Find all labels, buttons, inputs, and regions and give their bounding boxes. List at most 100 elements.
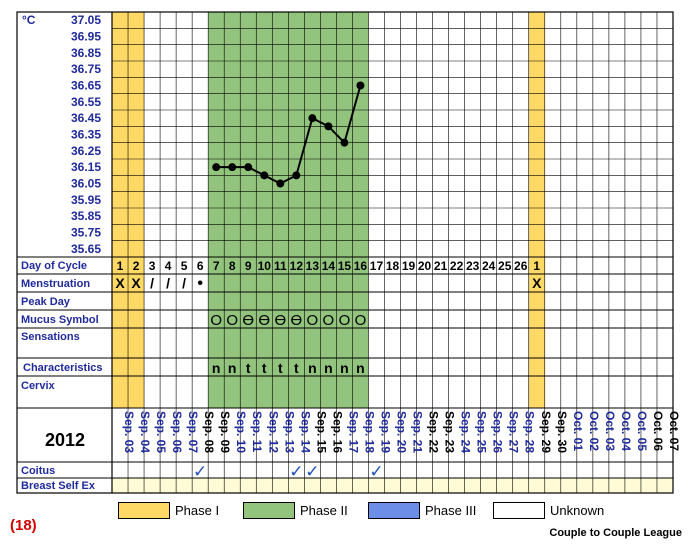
date-label: Sep. 07	[186, 411, 200, 453]
temperature-point	[340, 138, 349, 147]
day-of-cycle-cell: 23	[466, 259, 480, 273]
day-of-cycle-cell: 12	[290, 259, 304, 273]
day-of-cycle-cell: 17	[370, 259, 384, 273]
day-of-cycle-cell: 7	[213, 259, 220, 273]
day-of-cycle-cell: 5	[181, 259, 188, 273]
legend-label-unknown: Unknown	[550, 503, 605, 518]
temperature-point	[244, 163, 253, 172]
day-of-cycle-cell: 13	[306, 259, 320, 273]
mucus-symbol: O	[210, 312, 222, 329]
date-label: Sep. 20	[395, 411, 409, 453]
date-label: Sep. 21	[411, 411, 425, 453]
y-tick-label: 36.35	[71, 128, 101, 142]
legend-label-phase-2: Phase II	[300, 503, 348, 518]
menstruation-mark: X	[131, 275, 141, 291]
characteristic-mark: t	[246, 360, 251, 376]
characteristic-mark: n	[324, 360, 333, 376]
characteristic-mark: n	[308, 360, 317, 376]
temperature-point	[324, 122, 333, 131]
date-label: Sep. 22	[427, 411, 441, 453]
day-of-cycle-cell: 18	[386, 259, 400, 273]
row-label-characteristics: Characteristics	[23, 362, 103, 374]
date-label: Sep. 30	[555, 411, 569, 453]
y-tick-label: 36.25	[71, 144, 101, 158]
row-label-peak-day: Peak Day	[21, 296, 71, 308]
menstruation-mark: /	[150, 275, 154, 291]
day-of-cycle-cell: 4	[165, 259, 172, 273]
y-tick-label: 35.65	[71, 242, 101, 256]
characteristic-mark: n	[212, 360, 221, 376]
temperature-point	[276, 179, 285, 188]
day-of-cycle-cell: 22	[450, 259, 464, 273]
y-tick-label: 36.15	[71, 160, 101, 174]
day-of-cycle-cell: 3	[149, 259, 156, 273]
temperature-point	[260, 171, 269, 180]
y-tick-label: 35.85	[71, 209, 101, 223]
day-of-cycle-cell: 14	[322, 259, 336, 273]
day-of-cycle-cell: 16	[354, 259, 368, 273]
brand-footer: Couple to Couple League	[549, 527, 682, 539]
mucus-symbol: O	[307, 312, 319, 329]
phase-shading-3	[528, 12, 545, 408]
y-tick-label: 36.45	[71, 111, 101, 125]
date-label: Sep. 17	[346, 411, 360, 453]
mucus-symbol: O	[355, 312, 367, 329]
day-of-cycle-cell: 9	[245, 259, 252, 273]
legend-swatch-unknown	[493, 502, 545, 519]
day-of-cycle-cell: 10	[258, 259, 272, 273]
day-of-cycle-cell: 24	[482, 259, 496, 273]
date-label: Sep. 27	[507, 411, 521, 453]
menstruation-mark: X	[532, 275, 542, 291]
row-label-mucus-symbol: Mucus Symbol	[21, 314, 99, 326]
chart-number: (18)	[10, 517, 37, 534]
day-of-cycle-cell: 6	[197, 259, 204, 273]
mucus-symbol: O	[323, 312, 335, 329]
coitus-check-icon: ✓	[369, 462, 383, 482]
date-label: Sep. 23	[443, 411, 457, 453]
date-label: Sep. 15	[314, 411, 328, 453]
date-label: Sep. 28	[523, 411, 537, 453]
date-label: Sep. 12	[266, 411, 280, 453]
y-tick-label: 35.75	[71, 226, 101, 240]
temperature-point	[292, 171, 301, 180]
menstruation-mark: •	[197, 275, 203, 292]
characteristic-mark: t	[294, 360, 299, 376]
characteristic-mark: t	[262, 360, 267, 376]
y-tick-label: 36.85	[71, 46, 101, 60]
y-tick-label: 35.95	[71, 193, 101, 207]
y-tick-label: 36.05	[71, 177, 101, 191]
row-label-sensations: Sensations	[21, 331, 80, 343]
date-label: Oct. 03	[603, 411, 617, 451]
chart-frame	[16, 11, 674, 494]
breast-row-fill	[112, 478, 673, 493]
date-label: Oct. 02	[587, 411, 601, 451]
date-label: Oct. 07	[667, 411, 681, 451]
y-tick-label: 37.05	[71, 13, 101, 27]
legend-item-phase-3: Phase III	[368, 502, 485, 519]
day-of-cycle-cell: 26	[514, 259, 528, 273]
day-of-cycle-cell: 20	[418, 259, 432, 273]
date-label: Sep. 04	[138, 411, 152, 453]
day-of-cycle-cell: 19	[402, 259, 416, 273]
date-label: Sep. 10	[234, 411, 248, 453]
date-label: Sep. 29	[539, 411, 553, 453]
coitus-check-icon: ✓	[193, 462, 207, 482]
legend-swatch-phase-2	[243, 502, 295, 519]
mucus-symbol: Ɵ	[274, 312, 286, 329]
legend-swatch-phase-3	[368, 502, 420, 519]
y-tick-label: 36.65	[71, 79, 101, 93]
day-of-cycle-cell: 11	[274, 259, 287, 273]
date-label: Sep. 08	[202, 411, 216, 453]
day-of-cycle-cell: 21	[434, 259, 448, 273]
date-label: Sep. 16	[330, 411, 344, 453]
date-label: Sep. 05	[154, 411, 168, 453]
date-label: Sep. 03	[122, 411, 136, 453]
characteristic-mark: n	[356, 360, 365, 376]
date-label: Sep. 06	[170, 411, 184, 453]
legend-item-phase-2: Phase II	[243, 502, 360, 519]
row-label-coitus: Coitus	[21, 465, 55, 477]
temperature-point	[356, 81, 365, 90]
legend-item-unknown: Unknown	[493, 502, 610, 519]
date-label: Sep. 14	[298, 411, 312, 453]
unit-label: °C	[22, 13, 36, 27]
